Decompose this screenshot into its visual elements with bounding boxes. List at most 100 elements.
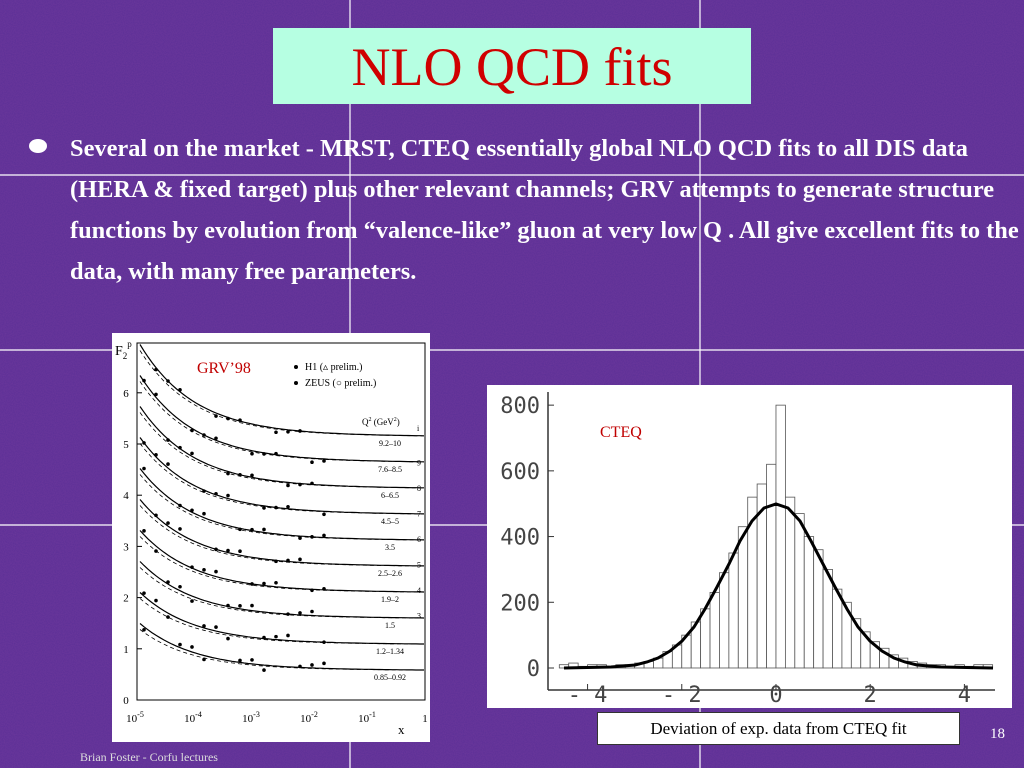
data-point bbox=[286, 483, 290, 488]
fit-curve bbox=[139, 623, 424, 671]
data-point bbox=[274, 430, 278, 435]
text-part: (GeV bbox=[372, 417, 395, 427]
bullet-text: Several on the market - MRST, CTEQ essen… bbox=[70, 135, 1019, 285]
curve-index: 4 bbox=[417, 586, 421, 595]
data-point bbox=[190, 599, 194, 603]
q2-bin-label: 0.85–0.92 bbox=[374, 673, 406, 682]
data-point bbox=[262, 527, 266, 532]
data-point bbox=[310, 609, 314, 614]
caption: Deviation of exp. data from CTEQ fit bbox=[597, 712, 960, 745]
alt-curve bbox=[139, 598, 424, 645]
data-point bbox=[286, 504, 290, 509]
text-part: 10 bbox=[184, 713, 196, 725]
data-point bbox=[238, 549, 242, 553]
q2-bin-label: 1.9–2 bbox=[381, 595, 399, 604]
fit-curve bbox=[139, 499, 424, 567]
data-point bbox=[214, 436, 218, 441]
q2-bin-label: 4.5–5 bbox=[381, 517, 399, 526]
text-part: 2 bbox=[394, 417, 397, 423]
histogram-bar bbox=[766, 463, 777, 669]
alt-curve bbox=[139, 536, 425, 593]
histogram-bar bbox=[775, 404, 786, 669]
histogram-bar bbox=[784, 496, 796, 669]
y-tick-label: 4 bbox=[123, 490, 129, 502]
data-point bbox=[226, 636, 230, 641]
y-tick-label: 2 bbox=[123, 593, 129, 605]
histogram-bar bbox=[822, 569, 833, 669]
histogram-bar bbox=[709, 592, 720, 669]
histogram-bar bbox=[737, 526, 749, 669]
legend-label: H1 (▵ prelim.) bbox=[305, 362, 363, 373]
data-point bbox=[214, 569, 218, 574]
fit-curve bbox=[139, 437, 425, 515]
text-part: ) bbox=[397, 417, 400, 427]
alt-curve bbox=[139, 629, 424, 671]
data-point bbox=[166, 462, 170, 466]
data-point bbox=[274, 634, 278, 639]
x-tick-label: 2 bbox=[864, 683, 877, 708]
text-part: 2 bbox=[369, 417, 372, 423]
legend-symbol bbox=[294, 381, 298, 385]
plot-frame bbox=[136, 342, 426, 701]
q2-bin-label: 9.2–10 bbox=[379, 439, 401, 448]
legend-label: ZEUS (○ prelim.) bbox=[305, 378, 376, 389]
data-point bbox=[298, 536, 302, 540]
x-tick-label: 10-2 bbox=[300, 710, 318, 725]
data-point bbox=[250, 603, 254, 608]
data-point bbox=[298, 611, 302, 615]
data-point bbox=[214, 625, 218, 629]
alt-curve bbox=[139, 505, 424, 567]
fit-curve bbox=[563, 502, 994, 670]
data-point bbox=[226, 548, 230, 553]
text-part: 1 bbox=[422, 713, 428, 725]
y-tick-label: 800 bbox=[500, 394, 540, 419]
text-part: 10 bbox=[126, 713, 138, 725]
fit-curve bbox=[139, 530, 425, 593]
x-tick-label: 10-5 bbox=[126, 710, 144, 725]
text-part: -2 bbox=[311, 710, 318, 719]
text-part: p bbox=[127, 339, 132, 349]
y-tick-label: 0 bbox=[123, 695, 129, 707]
y-tick-label: 0 bbox=[527, 657, 540, 682]
figure-right: 0 200 400 600 800 - 4 - 2 0 2 4 CTEQ bbox=[500, 392, 995, 708]
x-tick-label: - 2 bbox=[662, 683, 702, 708]
y-axis-label: F2 p bbox=[115, 339, 132, 361]
curve-index: 9 bbox=[417, 459, 421, 468]
data-point bbox=[286, 633, 290, 638]
histogram-bar bbox=[700, 608, 711, 669]
q2-bin-label: 1.2–1.34 bbox=[376, 647, 404, 656]
data-point bbox=[226, 493, 230, 498]
y-tick-label: 400 bbox=[500, 526, 540, 551]
q2-header: Q2 (GeV2) bbox=[362, 417, 400, 427]
y-tick-label: 1 bbox=[123, 644, 129, 656]
y-tick-label: 3 bbox=[123, 541, 129, 553]
data-point bbox=[322, 661, 326, 666]
data-point bbox=[274, 580, 278, 585]
data-point bbox=[202, 511, 206, 516]
q2-bin-label: 7.6–8.5 bbox=[378, 465, 402, 474]
text-part: F bbox=[115, 344, 123, 359]
histogram-bar bbox=[803, 536, 815, 669]
data-point bbox=[154, 598, 158, 603]
data-point bbox=[178, 642, 182, 647]
alt-curve bbox=[139, 567, 425, 619]
text-part: -5 bbox=[137, 710, 144, 719]
data-point bbox=[238, 658, 242, 663]
text-part: 2 bbox=[123, 351, 128, 361]
x-tick-label: 10-3 bbox=[242, 710, 260, 725]
data-point bbox=[322, 459, 326, 463]
y-tick-label: 6 bbox=[123, 388, 129, 400]
chart-title: CTEQ bbox=[600, 424, 642, 441]
data-point bbox=[178, 584, 182, 589]
data-point bbox=[142, 466, 146, 471]
data-point bbox=[178, 527, 182, 531]
x-tick-label: - 4 bbox=[568, 683, 608, 708]
legend-symbol bbox=[294, 365, 298, 369]
curve-index: i bbox=[417, 424, 420, 433]
histogram-bar bbox=[794, 513, 805, 669]
curve-index: 8 bbox=[417, 484, 421, 493]
data-point bbox=[250, 451, 254, 456]
